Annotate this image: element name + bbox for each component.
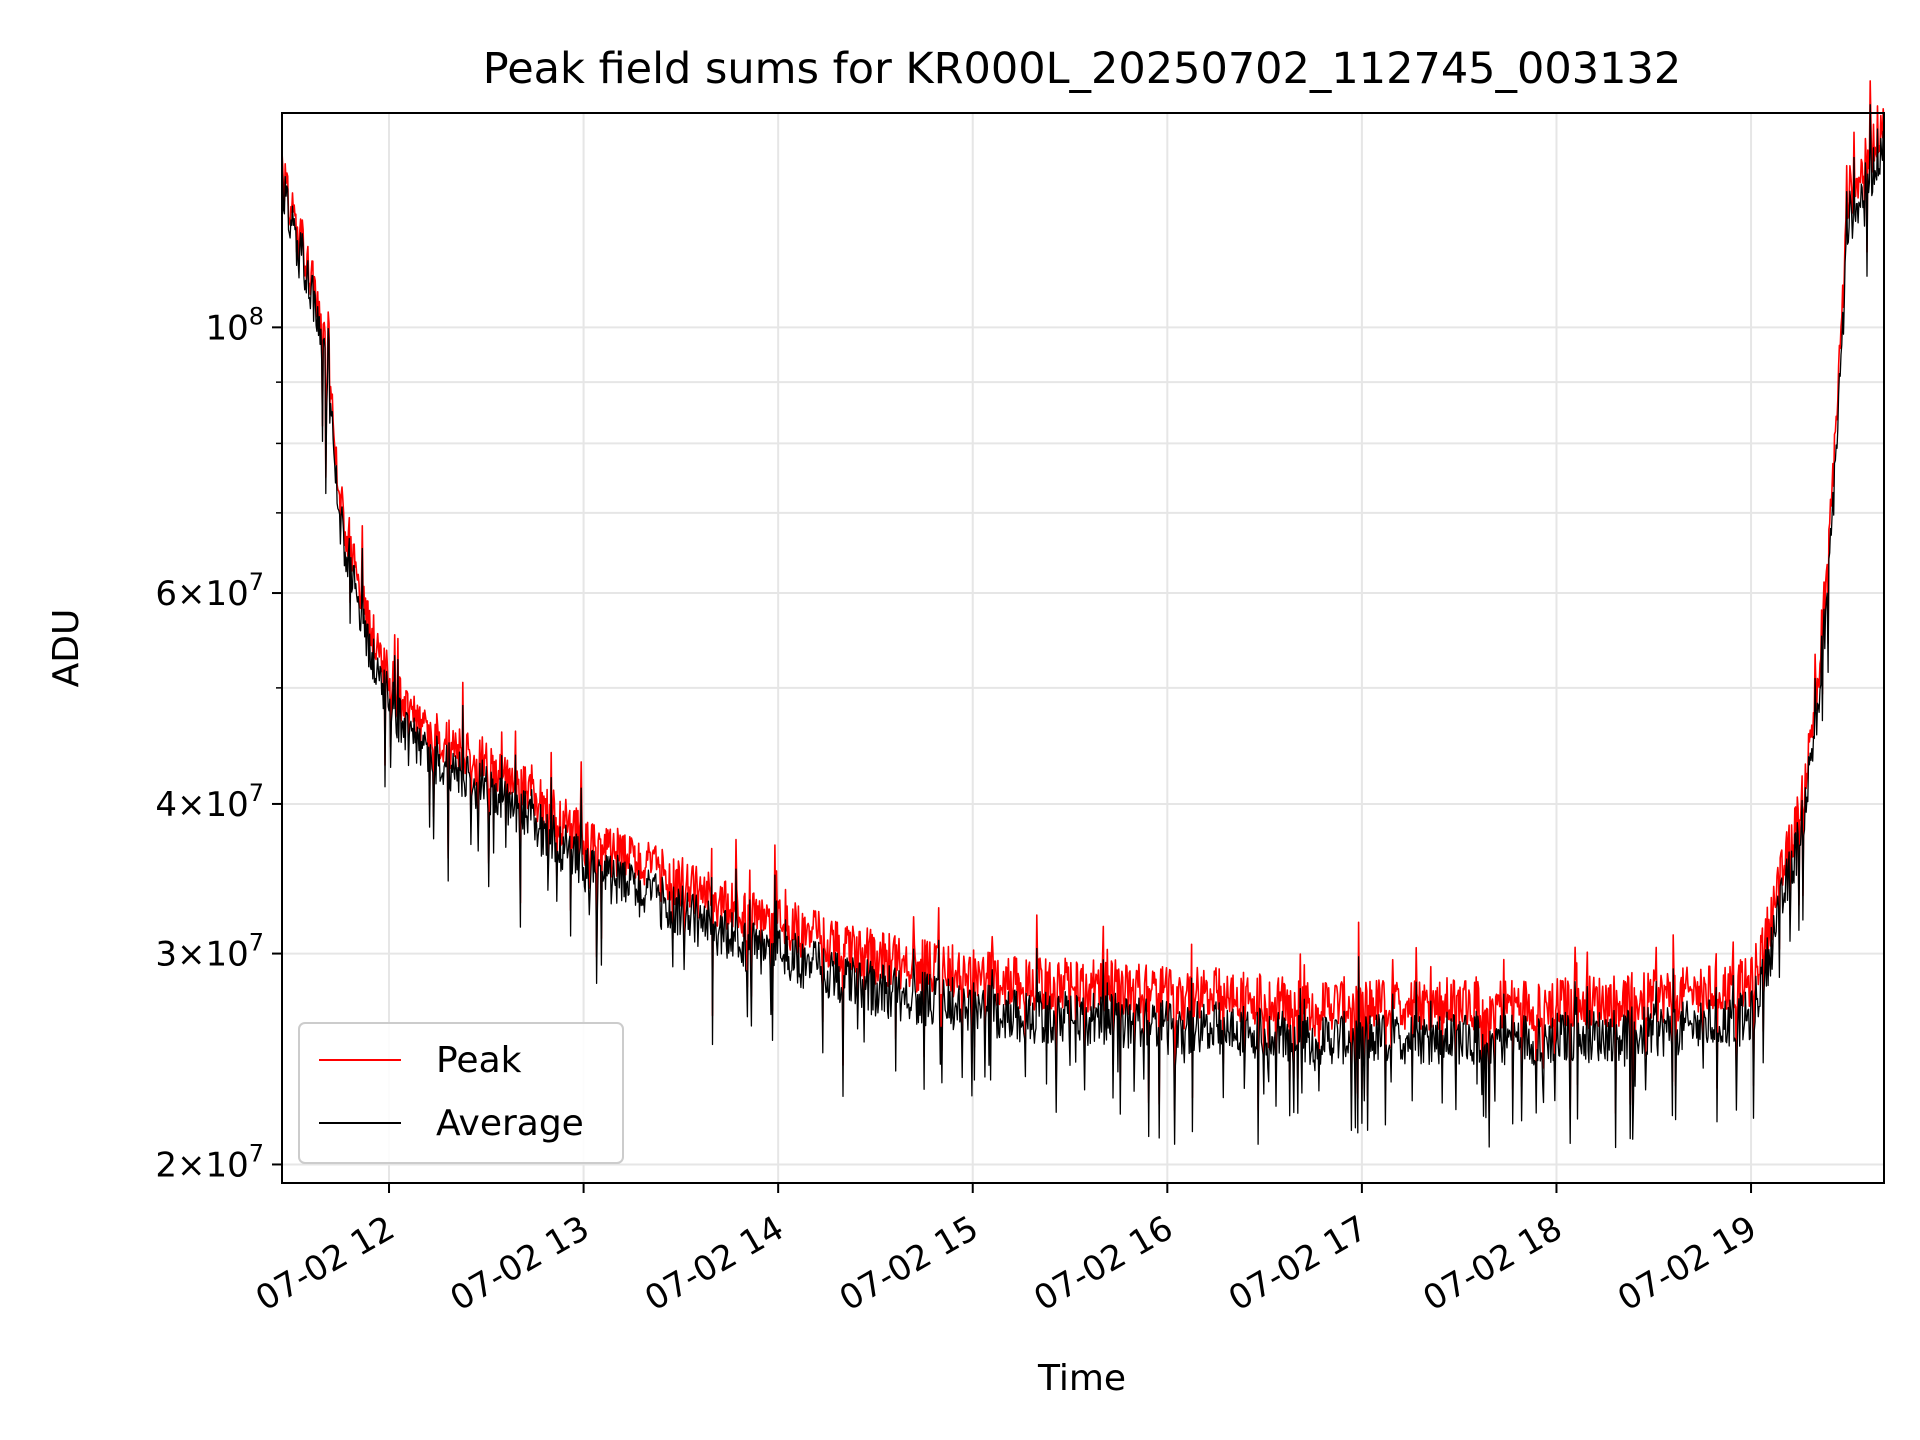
grid	[282, 113, 1884, 1183]
y-tick-coef: 3	[155, 935, 177, 975]
y-tick-base: 10	[205, 785, 248, 825]
series-line-peak	[281, 80, 1885, 1114]
y-tick-exp: 7	[249, 568, 264, 596]
series-line-average	[281, 104, 1885, 1149]
y-tick-base: 10	[205, 308, 248, 348]
y-tick-times: ×	[177, 1145, 206, 1185]
y-tick-base: 10	[205, 1145, 248, 1185]
y-tick-label: 3×107	[155, 929, 264, 975]
y-tick-label: 2×107	[155, 1139, 264, 1185]
y-tick-coef: 4	[155, 785, 177, 825]
plot-frame	[281, 112, 1885, 1184]
y-tick-base: 10	[205, 935, 248, 975]
y-tick-times: ×	[177, 785, 206, 825]
y-tick-exp: 7	[249, 1139, 264, 1167]
y-tick-times: ×	[177, 935, 206, 975]
x-axis-label: Time	[1037, 1358, 1126, 1399]
y-tick-exp: 8	[249, 302, 264, 330]
y-axis-label: ADU	[46, 609, 87, 688]
legend: Peak Average	[298, 1022, 624, 1164]
y-tick-coef: 2	[155, 1145, 177, 1185]
y-tick-exp: 7	[249, 929, 264, 957]
y-tick-label: 4×107	[155, 779, 264, 825]
y-tick-exp: 7	[249, 779, 264, 807]
y-tick-times: ×	[177, 574, 206, 614]
y-tick-coef: 6	[155, 574, 177, 614]
y-tick-base: 10	[205, 574, 248, 614]
series-layer	[281, 80, 1885, 1149]
chart-title: Peak field sums for KR000L_20250702_1127…	[483, 44, 1681, 94]
legend-label: Peak	[436, 1040, 522, 1081]
y-tick-label: 108	[205, 302, 264, 348]
legend-box	[298, 1022, 624, 1164]
legend-label: Average	[436, 1103, 584, 1144]
y-tick-label: 6×107	[155, 568, 264, 614]
